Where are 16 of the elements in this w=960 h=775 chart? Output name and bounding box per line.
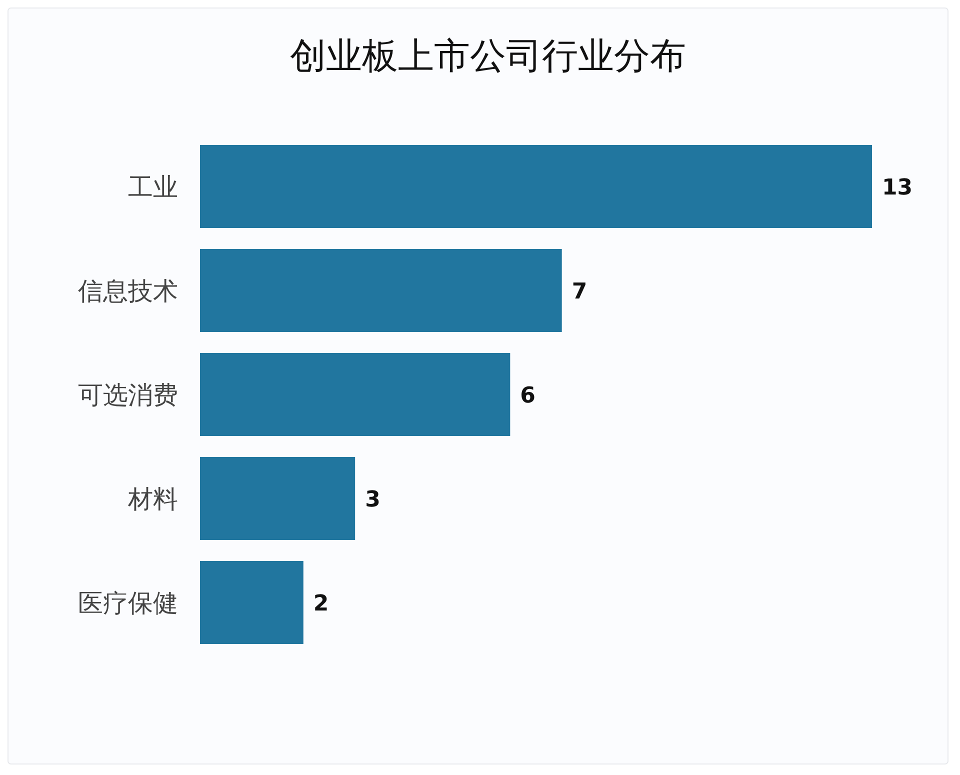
y-tick-label: 医疗保健 (78, 588, 178, 618)
bar (200, 353, 510, 436)
data-label: 13 (882, 176, 913, 200)
y-tick-label: 信息技术 (78, 276, 178, 306)
y-tick-label: 可选消费 (78, 380, 178, 410)
y-tick-label: 材料 (127, 484, 178, 514)
chart-title: 创业板上市公司行业分布 (290, 36, 686, 77)
y-tick-label: 工业 (128, 172, 178, 202)
data-label: 6 (520, 384, 536, 408)
bar (200, 561, 304, 644)
data-label: 7 (572, 280, 588, 304)
data-label: 3 (365, 488, 380, 512)
data-label: 2 (313, 592, 329, 616)
bar (200, 249, 562, 332)
bar (200, 145, 872, 228)
bar (200, 457, 356, 540)
